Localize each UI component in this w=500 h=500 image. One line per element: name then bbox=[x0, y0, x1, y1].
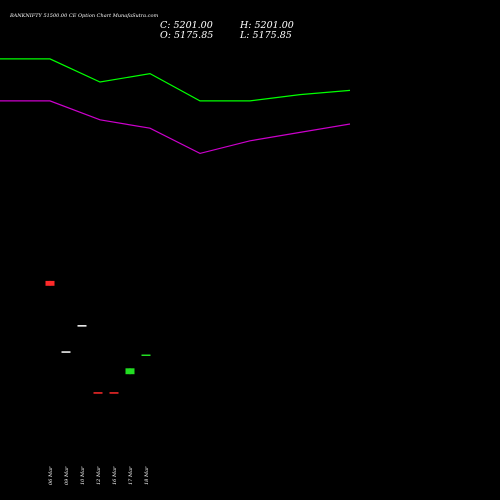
candle-16-mar bbox=[109, 392, 119, 394]
candle-06-mar bbox=[45, 280, 55, 286]
date-label: 16 Mar bbox=[112, 466, 118, 485]
indicator-lines bbox=[0, 58, 351, 155]
close-value: C: 5201.00 bbox=[160, 20, 213, 31]
chart-title: BANKNIFTY 51500.00 CE Option Chart Munaf… bbox=[9, 13, 158, 19]
open-value: O: 5175.85 bbox=[160, 30, 213, 41]
candle-10-mar bbox=[77, 325, 87, 327]
date-label: 17 Mar bbox=[128, 466, 134, 485]
candle-body bbox=[125, 368, 135, 375]
date-label: 10 Mar bbox=[80, 466, 86, 485]
high-value: H: 5201.00 bbox=[239, 20, 294, 31]
date-label: 12 Mar bbox=[96, 466, 102, 485]
indicator-line-1 bbox=[0, 58, 351, 102]
candle-17-mar bbox=[125, 368, 135, 375]
candle-body bbox=[45, 280, 55, 286]
candlesticks bbox=[45, 280, 151, 394]
candle-09-mar bbox=[61, 351, 71, 353]
date-label: 09 Mar bbox=[64, 466, 70, 485]
candle-body bbox=[77, 325, 87, 327]
date-label: 06 Mar bbox=[48, 466, 54, 485]
date-label: 18 Mar bbox=[144, 466, 150, 485]
candle-12-mar bbox=[93, 392, 103, 394]
candle-18-mar bbox=[141, 354, 151, 356]
date-axis: 06 Mar 09 Mar 10 Mar 12 Mar 16 Mar 17 Mar 18 M… bbox=[48, 466, 150, 485]
candle-body bbox=[141, 354, 151, 356]
candle-body bbox=[109, 392, 119, 394]
indicator-line-2 bbox=[0, 100, 351, 155]
candle-body bbox=[93, 392, 103, 394]
low-value: L: 5175.85 bbox=[239, 30, 292, 41]
candle-body bbox=[61, 351, 71, 353]
